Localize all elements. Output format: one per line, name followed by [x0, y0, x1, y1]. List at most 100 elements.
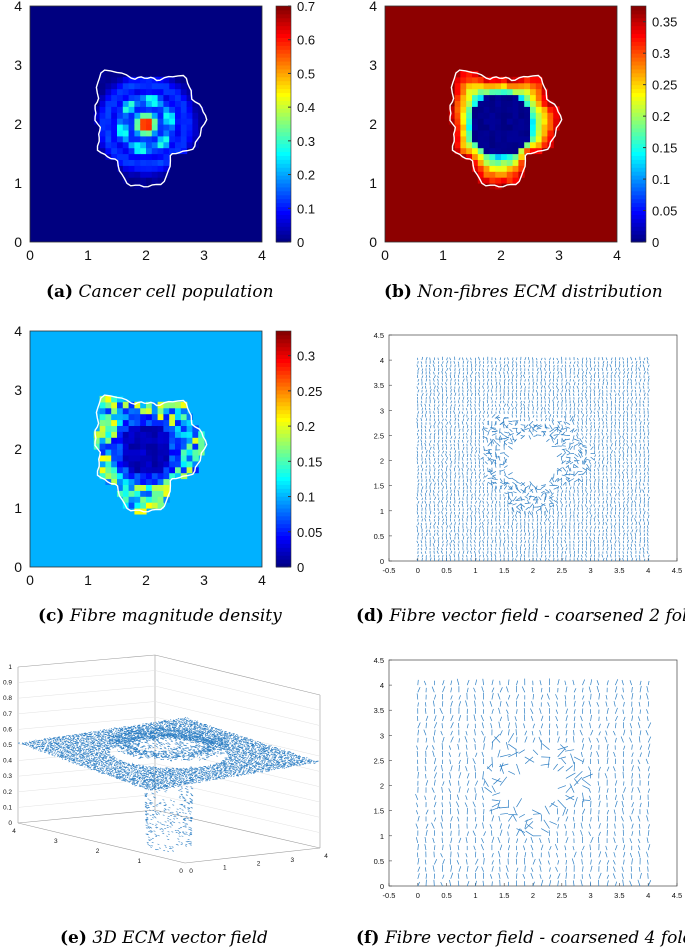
fibre-vector: [499, 511, 501, 515]
fibre-vector: [631, 557, 634, 562]
fibre-vector: [516, 497, 521, 501]
fibre-vector: [647, 407, 649, 411]
fibre-vector: [502, 423, 505, 429]
fibre-vector: [466, 536, 469, 540]
fibre-vector: [507, 547, 509, 551]
fibre-vector: [610, 497, 613, 501]
colorbar-tick-label: 0.1: [297, 201, 315, 216]
fibre-vector: [490, 382, 493, 386]
heatmap-cell: [105, 88, 112, 96]
heatmap-cell: [146, 460, 153, 468]
fibre-vector: [597, 385, 600, 389]
heatmap-cell: [506, 129, 514, 137]
colorbar-segment: [276, 523, 291, 529]
fibre-vector: [499, 420, 505, 425]
fibre-vector: [639, 360, 642, 364]
fibre-vector: [470, 357, 472, 361]
fibre-vector: [540, 411, 543, 415]
ecm-vector: [119, 770, 123, 772]
fibre-vector: [590, 514, 593, 519]
fibre-vector: [466, 400, 469, 404]
ecm-vector: [22, 742, 24, 744]
heatmap-cell: [128, 407, 135, 415]
fibre-vector: [601, 432, 604, 436]
fibre-vector: [503, 474, 509, 479]
fibre-vector: [536, 411, 538, 414]
fibre-vector: [417, 532, 420, 537]
fibre-vector: [590, 504, 592, 508]
heatmap-cell: [186, 118, 193, 125]
fibre-vector: [598, 396, 600, 400]
fibre-vector: [445, 374, 447, 379]
fibre-vector: [446, 432, 448, 436]
ecm-vector: [83, 759, 85, 761]
fibre-vector: [528, 375, 531, 379]
fibre-vector: [540, 378, 543, 382]
fibre-vector: [631, 396, 633, 400]
heatmap-cell: [169, 466, 176, 474]
fibre-vector: [581, 433, 583, 436]
fibre-vector: [511, 403, 513, 407]
heatmap-cell: [122, 419, 130, 426]
fibre-vector: [536, 418, 538, 422]
fibre-vector: [634, 400, 637, 404]
fibre-vector: [577, 407, 579, 411]
fibre-vector: [532, 536, 535, 540]
heatmap-cell: [169, 135, 176, 143]
heatmap-cell: [122, 454, 130, 462]
fibre-vector: [626, 555, 628, 558]
fibre-vector: [457, 547, 460, 551]
colorbar-segment: [276, 218, 291, 223]
ecm-vector: [65, 750, 67, 753]
fibre-vector: [479, 547, 481, 551]
fibre-vector: [577, 493, 579, 497]
fibre-vector: [564, 507, 567, 511]
fibre-vector: [646, 529, 649, 533]
fibre-vector: [433, 515, 436, 519]
fibre-vector: [469, 407, 472, 411]
fibre-vector: [610, 529, 613, 533]
fibre-vector: [490, 479, 493, 486]
fibre-vector: [593, 367, 596, 371]
ecm-vector: [110, 775, 114, 777]
fibre-vector: [416, 421, 419, 425]
fibre-vector: [484, 474, 488, 478]
heatmap-cell: [506, 147, 514, 155]
fibre-vector: [573, 438, 580, 442]
fibre-vector: [532, 526, 534, 529]
y-tick-label: 3: [14, 382, 22, 398]
fibre-vector: [494, 404, 497, 407]
heatmap-cell: [105, 443, 112, 450]
heatmap-cell: [151, 135, 159, 143]
heatmap-cell: [180, 413, 188, 421]
heatmap-cell: [134, 431, 141, 438]
fibre-vector: [580, 428, 583, 433]
fibre-vector: [437, 407, 439, 411]
fibre-vector: [622, 493, 624, 497]
fibre-vector: [482, 457, 484, 461]
heatmap-cell: [111, 141, 118, 149]
fibre-vector: [512, 360, 514, 364]
fibre-vector: [590, 428, 592, 432]
heatmap-cell: [157, 472, 164, 480]
fibre-vector: [639, 525, 641, 529]
fibre-vector: [642, 489, 645, 493]
colorbar-segment: [631, 190, 646, 196]
ecm-vector: [105, 768, 108, 771]
fibre-vector: [499, 357, 501, 361]
fibre-vector: [532, 428, 538, 433]
heatmap-cell: [175, 443, 182, 450]
fibre-vector: [589, 508, 591, 511]
fibre-vector: [482, 400, 484, 404]
grid-line: [154, 778, 321, 818]
heatmap-cell: [105, 100, 112, 107]
colorbar-segment: [276, 401, 291, 407]
fibre-vector: [580, 451, 583, 458]
z-tick-label: 1: [8, 664, 12, 671]
fibre-vector: [512, 357, 514, 361]
fibre-vector: [499, 469, 505, 472]
colorbar-segment: [276, 194, 291, 200]
fibre-vector: [453, 407, 456, 411]
fibre-vector: [429, 522, 432, 526]
fibre-vector: [577, 500, 580, 504]
